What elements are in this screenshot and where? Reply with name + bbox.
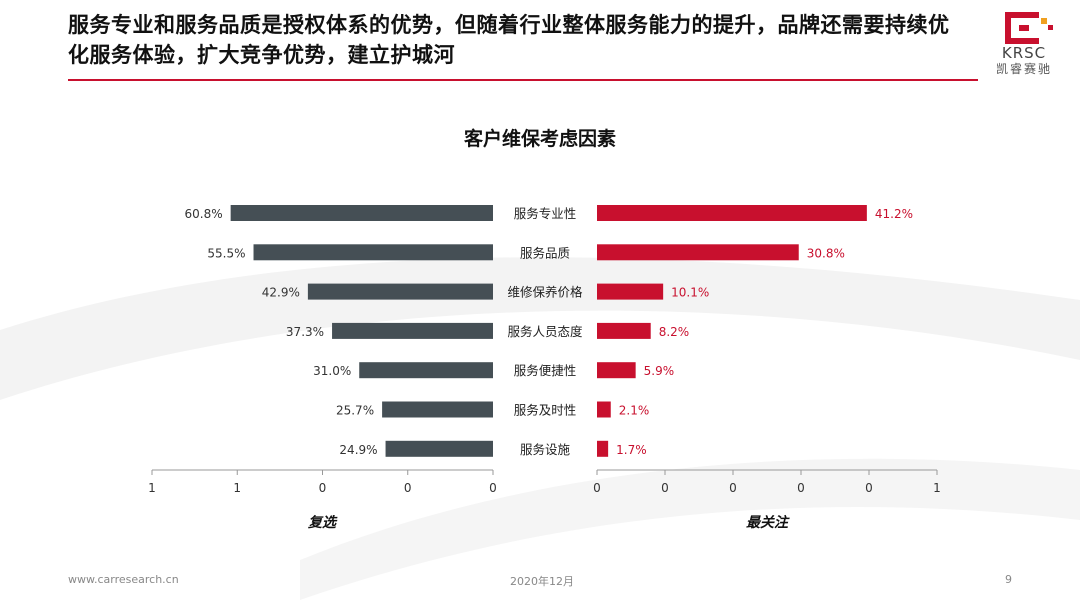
right-bar-label: 8.2% xyxy=(659,325,690,339)
category-label: 服务及时性 xyxy=(514,403,577,418)
right-bar xyxy=(597,205,867,221)
right-bar-label: 41.2% xyxy=(875,207,913,221)
footer-date: 2020年12月 xyxy=(510,575,574,588)
left-bar xyxy=(307,283,493,300)
page-headline: 服务专业和服务品质是授权体系的优势，但随着行业整体服务能力的提升，品牌还需要持续… xyxy=(68,13,950,67)
right-axis-tick-label: 0 xyxy=(593,481,601,495)
right-axis-tick-label: 0 xyxy=(661,481,669,495)
category-label: 服务人员态度 xyxy=(507,324,583,339)
right-series-name: 最关注 xyxy=(746,514,790,531)
category-label: 服务便捷性 xyxy=(514,363,577,378)
right-bar xyxy=(597,244,799,261)
left-bar xyxy=(253,244,493,261)
left-bar-label: 55.5% xyxy=(207,246,245,260)
left-bar-label: 31.0% xyxy=(313,364,351,378)
right-bar-label: 5.9% xyxy=(644,364,675,378)
left-axis-tick-label: 1 xyxy=(148,481,156,495)
right-bar xyxy=(597,322,651,339)
right-bar xyxy=(597,362,636,379)
left-bar xyxy=(230,205,493,221)
right-bar xyxy=(597,440,609,457)
chart-title: 客户维保考虑因素 xyxy=(463,128,616,150)
left-axis-tick-label: 1 xyxy=(233,481,241,495)
left-bar xyxy=(359,362,493,379)
footer-url: www.carresearch.cn xyxy=(68,573,179,586)
logo-wordmark: KRSC xyxy=(1001,44,1047,62)
right-bar xyxy=(597,283,664,300)
left-bar-label: 24.9% xyxy=(339,443,377,457)
right-axis-tick-label: 0 xyxy=(865,481,873,495)
right-bar xyxy=(597,401,611,418)
left-bar-label: 25.7% xyxy=(336,404,374,418)
page-number: 9 xyxy=(1005,573,1012,586)
left-series-name: 复选 xyxy=(308,514,338,531)
right-axis-tick-label: 0 xyxy=(797,481,805,495)
category-label: 服务设施 xyxy=(520,442,571,457)
left-bar xyxy=(332,322,493,339)
krsc-logo xyxy=(1005,12,1053,44)
left-bar xyxy=(385,440,493,457)
right-bar-label: 30.8% xyxy=(807,246,845,260)
left-axis-tick-label: 0 xyxy=(489,481,497,495)
left-axis-tick-label: 0 xyxy=(319,481,327,495)
right-bar-label: 1.7% xyxy=(616,443,647,457)
category-label: 服务专业性 xyxy=(514,206,577,221)
right-axis-tick-label: 1 xyxy=(933,481,941,495)
right-bar-label: 2.1% xyxy=(619,404,650,418)
left-bar-label: 60.8% xyxy=(185,207,223,221)
left-bar-label: 37.3% xyxy=(286,325,324,339)
left-bar xyxy=(382,401,493,418)
headline-rule xyxy=(68,79,978,81)
left-bar-label: 42.9% xyxy=(262,286,300,300)
category-label: 维修保养价格 xyxy=(507,285,583,300)
logo-subtext: 凯睿赛驰 xyxy=(995,62,1052,76)
right-axis-tick-label: 0 xyxy=(729,481,737,495)
category-label: 服务品质 xyxy=(520,245,570,260)
left-axis-tick-label: 0 xyxy=(404,481,412,495)
right-bar-label: 10.1% xyxy=(671,286,709,300)
